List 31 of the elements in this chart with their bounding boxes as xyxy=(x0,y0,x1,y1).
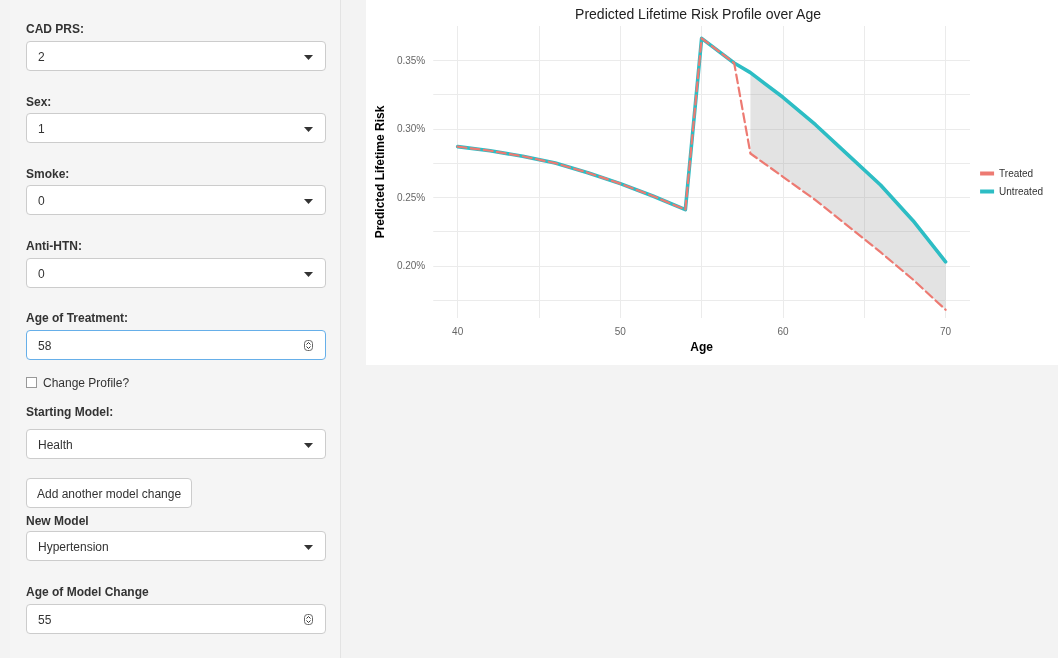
dropdown: 2 xyxy=(26,41,326,71)
text: Smoke: xyxy=(26,167,70,181)
text: Age of Model Change xyxy=(26,585,149,599)
button: Add another model change xyxy=(26,478,193,508)
y-tick-label: 0.30% xyxy=(396,123,426,135)
dropdown: Health xyxy=(26,429,326,459)
y-axis-title: Predicted Lifetime Risk xyxy=(373,105,387,239)
x-tick-label: 50 xyxy=(614,325,627,337)
y-tick-label: 0.20% xyxy=(396,260,426,272)
dropdown: Hypertension xyxy=(26,531,326,561)
dropdown: 0 xyxy=(26,185,326,215)
text: Sex: xyxy=(26,95,52,109)
text: Age of Treatment: xyxy=(26,311,129,325)
text: Change Profile? xyxy=(43,376,130,390)
number-field: 55 xyxy=(26,604,326,634)
text: Starting Model: xyxy=(26,405,114,419)
y-tick-label: 0.25% xyxy=(396,191,426,203)
x-tick-label: 70 xyxy=(940,325,952,337)
x-tick-label: 60 xyxy=(777,325,789,337)
text: New Model xyxy=(26,514,89,528)
legend-label: Treated xyxy=(999,168,1034,179)
text: CAD PRS: xyxy=(26,22,85,36)
dropdown: 1 xyxy=(26,113,326,143)
text: Anti-HTN: xyxy=(26,239,82,253)
x-axis-title: Age xyxy=(690,339,714,354)
chart-title: Predicted Lifetime Risk Profile over Age xyxy=(575,6,822,22)
x-tick-label: 40 xyxy=(452,325,464,337)
number-field: 58 xyxy=(26,330,326,360)
legend-label: Untreated xyxy=(999,186,1044,197)
dropdown: 0 xyxy=(26,258,326,288)
y-tick-label: 0.35% xyxy=(396,54,426,66)
